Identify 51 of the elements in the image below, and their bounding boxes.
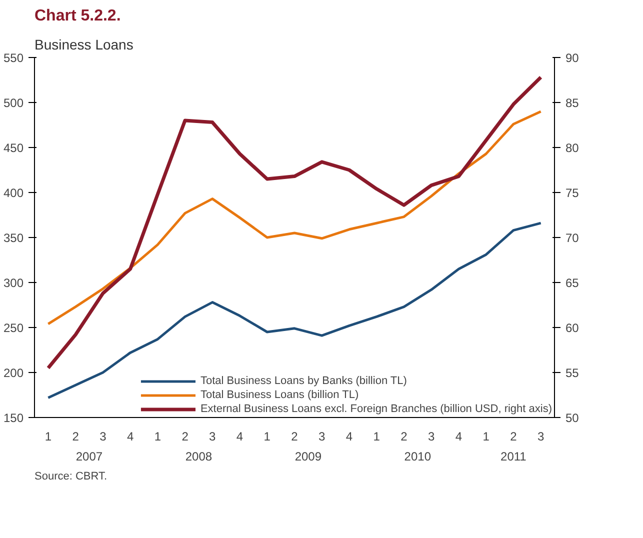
line-series (46, 222, 542, 399)
y-tick-label: 250 (3, 321, 24, 335)
y2-tick-label: 50 (566, 411, 580, 425)
x-tick-label: 2 (182, 430, 189, 444)
legend-label: Total Business Loans (billion TL) (200, 389, 359, 401)
text: 2010 (404, 450, 432, 464)
y2-tick-label: 70 (566, 231, 580, 245)
x-tick-label: 2 (291, 430, 298, 444)
y2-tick-label: 80 (566, 141, 580, 155)
text: 2009 (294, 450, 322, 464)
x-tick-label: 4 (346, 430, 353, 444)
line-series (46, 110, 542, 326)
y-tick-label: 300 (3, 276, 24, 290)
x-tick-label: 3 (209, 430, 216, 444)
text: 2008 (185, 450, 212, 464)
x-tick-label: 4 (236, 430, 244, 444)
x-tick-label: 3 (318, 430, 326, 444)
x-tick-label: 4 (126, 430, 134, 444)
x-tick-label: 1 (482, 430, 490, 444)
x-tick-label: 2 (400, 430, 408, 444)
source-note: Source: CBRT. (34, 470, 108, 482)
x-tick-label: 1 (44, 430, 52, 444)
y-tick-label: 350 (3, 231, 24, 245)
line-series (46, 76, 543, 370)
y2-tick-label: 55 (566, 366, 580, 380)
x-tick-label: 2 (510, 430, 518, 444)
text: 2007 (76, 450, 103, 464)
y2-tick-label: 90 (566, 51, 580, 65)
chart-title: Chart 5.2.2. (34, 8, 121, 24)
x-tick-label: 3 (537, 430, 544, 444)
x-tick-label: 1 (373, 430, 380, 444)
x-tick-label: 4 (455, 430, 462, 444)
y-tick-label: 550 (3, 51, 24, 65)
y2-tick-label: 85 (566, 96, 580, 110)
x-tick-label: 3 (100, 430, 107, 444)
x-tick-label: 3 (428, 430, 436, 444)
y2-tick-label: 60 (566, 321, 580, 335)
y2-tick-label: 65 (566, 276, 580, 290)
x-tick-label: 1 (154, 430, 162, 444)
y-tick-label: 400 (3, 186, 24, 200)
x-tick-label: 2 (72, 430, 80, 444)
y-tick-label: 450 (3, 141, 24, 155)
y2-tick-label: 75 (566, 186, 580, 200)
x-tick-label: 1 (264, 430, 271, 444)
y-tick-label: 500 (3, 96, 24, 110)
legend-label: Total Business Loans by Banks (billion TL) (200, 375, 407, 387)
y-tick-label: 150 (3, 411, 24, 425)
chart-subtitle: Business Loans (34, 36, 134, 52)
text: 2011 (500, 450, 527, 464)
legend-label: External Business Loans excl. Foreign Branches (billion USD, right axis) (200, 403, 552, 415)
y-tick-label: 200 (3, 366, 24, 380)
